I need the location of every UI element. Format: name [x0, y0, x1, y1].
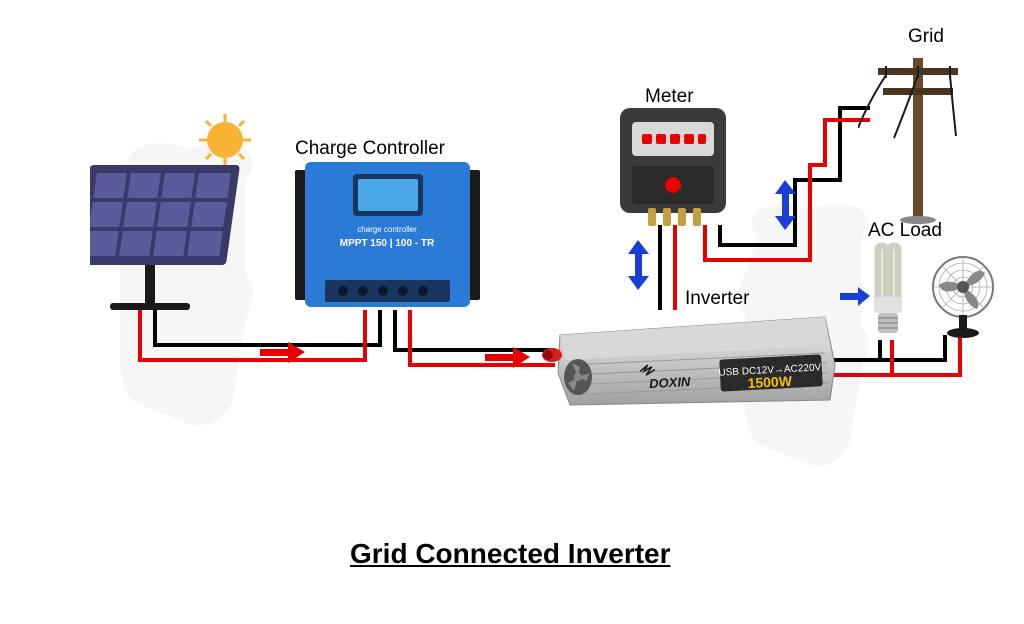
grid-pole-icon	[858, 48, 978, 228]
solar-panel-icon	[90, 110, 260, 320]
inverter-label: Inverter	[685, 288, 749, 310]
grid-label: Grid	[908, 26, 944, 48]
cfl-bulb-icon	[868, 242, 908, 340]
ac-load-label: AC Load	[868, 220, 942, 242]
charge-controller-icon: charge controller MPPT 150 | 100 - TR	[295, 162, 480, 312]
charge-controller-label: Charge Controller	[295, 138, 445, 160]
meter-icon	[618, 108, 728, 228]
inverter-brand-text: DOXIN	[649, 374, 692, 391]
controller-model-text: MPPT 150 | 100 - TR	[340, 238, 435, 249]
inverter-wattage-text: 1500W	[747, 373, 793, 391]
meter-label: Meter	[645, 86, 694, 108]
diagram-title: Grid Connected Inverter	[350, 538, 671, 570]
fan-icon	[925, 255, 1003, 340]
inverter-icon: USB DC12V→AC220V 1500W DOXIN	[540, 305, 840, 415]
svg-text:charge controller: charge controller	[357, 225, 417, 234]
